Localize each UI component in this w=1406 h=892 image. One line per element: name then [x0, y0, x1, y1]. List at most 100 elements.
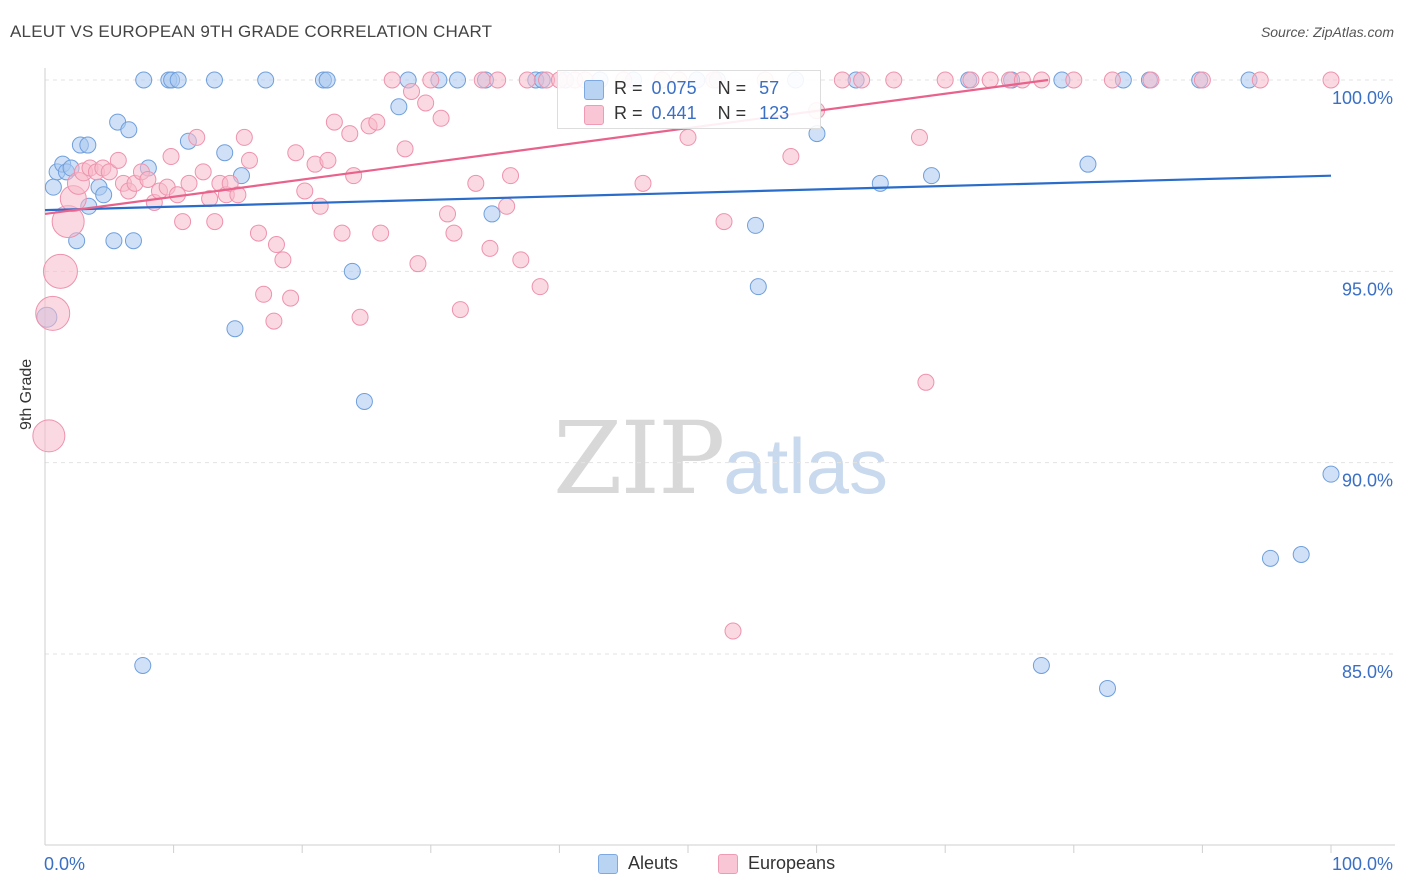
european-point — [467, 174, 485, 192]
european-point — [180, 174, 198, 192]
watermark-zip: ZIP — [553, 400, 725, 517]
european-point — [451, 301, 469, 319]
european-point — [1013, 71, 1031, 89]
x-tick-label: 100.0% — [1332, 854, 1393, 874]
european-point — [432, 109, 450, 127]
legend-europeans-swatch — [718, 854, 738, 874]
european-point — [139, 170, 157, 188]
aleuts-swatch — [584, 80, 604, 100]
european-point — [194, 163, 212, 181]
european-point — [35, 295, 71, 331]
aleut-point — [1292, 546, 1310, 564]
european-point — [853, 71, 871, 89]
european-point — [255, 285, 273, 303]
european-point — [679, 128, 697, 146]
y-tick-label: 100.0% — [1332, 88, 1393, 108]
european-point — [287, 144, 305, 162]
european-point — [274, 251, 292, 269]
european-point — [1322, 71, 1340, 89]
european-point — [296, 182, 314, 200]
european-point — [206, 213, 224, 231]
european-point — [422, 71, 440, 89]
european-point — [724, 622, 742, 640]
european-point — [1103, 71, 1121, 89]
zipatlas-watermark: ZIPatlas — [553, 400, 888, 517]
european-point — [917, 373, 935, 391]
europeans-trend-line — [44, 78, 1049, 216]
european-point — [445, 224, 463, 242]
european-point — [481, 239, 499, 257]
european-point — [265, 312, 283, 330]
european-point — [396, 140, 414, 158]
european-point — [249, 224, 267, 242]
aleut-point — [169, 71, 187, 89]
european-point — [439, 205, 457, 223]
european-point — [311, 197, 329, 215]
aleut-point — [1099, 679, 1117, 697]
legend-europeans-label: Europeans — [748, 853, 836, 873]
european-point — [1065, 71, 1083, 89]
european-point — [512, 251, 530, 269]
european-point — [42, 253, 78, 289]
source-credit: Source: ZipAtlas.com — [1260, 24, 1394, 40]
european-point — [109, 151, 127, 169]
european-point — [32, 419, 66, 453]
y-axis-label: 9th Grade — [18, 358, 35, 430]
european-point — [910, 128, 928, 146]
aleut-point — [120, 121, 138, 139]
aleut-point — [1079, 155, 1097, 173]
europeans-n-value: 123 — [759, 103, 790, 123]
aleut-point — [1261, 549, 1279, 567]
europeans-n-label: N = — [717, 103, 747, 123]
european-point — [634, 174, 652, 192]
european-point — [174, 213, 192, 231]
european-point — [351, 308, 369, 326]
legend-aleuts-swatch — [598, 854, 618, 874]
stats-legend: R = 0.075 N = 57 R = 0.441 N = 123 — [557, 70, 821, 129]
european-point — [409, 255, 427, 273]
aleut-point — [205, 71, 223, 89]
european-point — [325, 113, 343, 131]
legend-aleuts-label: Aleuts — [628, 853, 679, 873]
aleuts-r-label: R = — [614, 78, 643, 98]
aleut-point — [44, 178, 62, 196]
european-point — [1193, 71, 1211, 89]
european-point — [518, 71, 536, 89]
european-point — [383, 71, 401, 89]
aleut-point — [355, 392, 373, 410]
european-point — [267, 236, 285, 254]
aleut-point — [449, 71, 467, 89]
aleut-point — [257, 71, 275, 89]
european-point — [372, 224, 390, 242]
european-point — [1142, 71, 1160, 89]
european-point — [345, 167, 363, 185]
aleut-point — [216, 144, 234, 162]
aleut-point — [483, 205, 501, 223]
aleut-point — [124, 232, 142, 250]
aleuts-n-label: N = — [717, 78, 747, 98]
european-point — [1251, 71, 1269, 89]
european-point — [162, 148, 180, 166]
european-point — [498, 197, 516, 215]
european-point — [502, 167, 520, 185]
european-point — [531, 278, 549, 296]
aleut-point — [95, 186, 113, 204]
european-point — [100, 163, 118, 181]
y-tick-label: 95.0% — [1342, 279, 1393, 299]
european-point — [188, 128, 206, 146]
y-tick-label: 90.0% — [1342, 471, 1393, 491]
aleuts-r-value: 0.075 — [651, 78, 697, 98]
aleut-point — [79, 136, 97, 154]
european-point — [240, 151, 258, 169]
aleut-point — [135, 71, 153, 89]
europeans-swatch — [584, 105, 604, 125]
aleut-point — [749, 278, 767, 296]
aleut-point — [343, 262, 361, 280]
watermark-atlas: atlas — [723, 422, 889, 510]
chart-title: ALEUT VS EUROPEAN 9TH GRADE CORRELATION … — [10, 22, 493, 41]
european-point — [282, 289, 300, 307]
aleut-point — [923, 167, 941, 185]
european-point — [333, 224, 351, 242]
european-point — [473, 71, 491, 89]
